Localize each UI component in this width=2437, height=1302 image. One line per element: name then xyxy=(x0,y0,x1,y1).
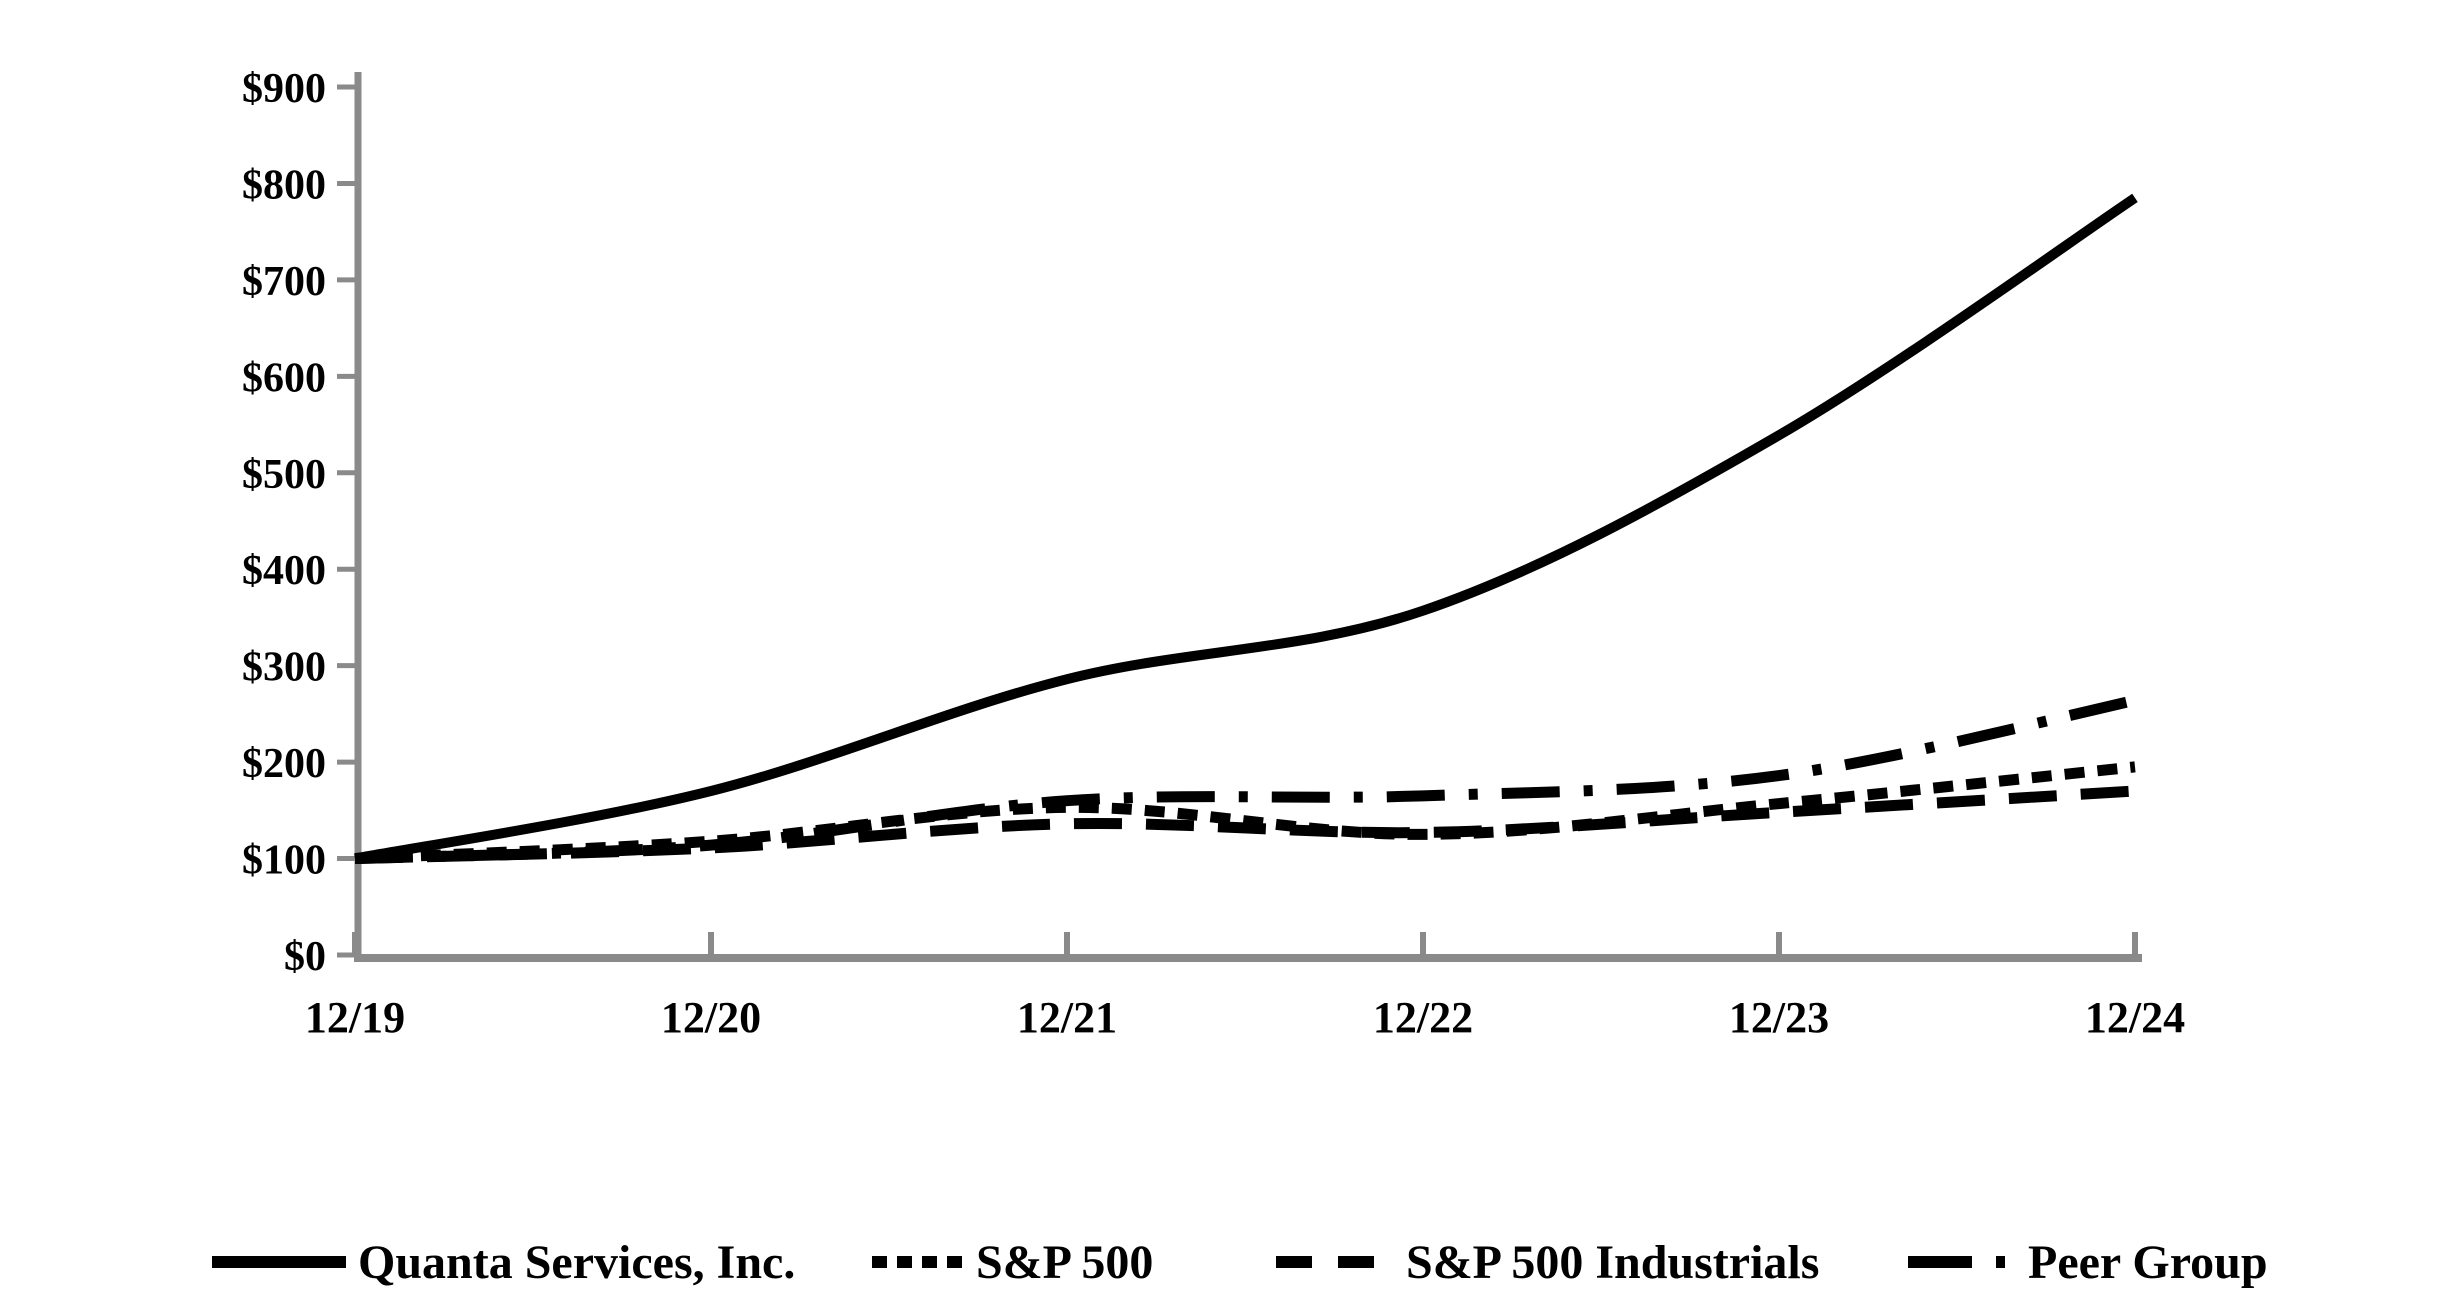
legend-label: Quanta Services, Inc. xyxy=(358,1235,796,1289)
y-axis-tick-label: $900 xyxy=(242,66,326,112)
x-axis-tick-label: 12/22 xyxy=(1373,993,1473,1042)
y-axis-tick-label: $500 xyxy=(242,452,326,498)
y-axis-tick-label: $600 xyxy=(242,355,326,401)
x-axis-tick-label: 12/23 xyxy=(1729,993,1829,1042)
series-line-3 xyxy=(354,695,2137,865)
y-axis-tick-label: $0 xyxy=(284,934,326,980)
legend-label: S&P 500 Industrials xyxy=(1406,1235,1820,1289)
legend-item-sp500-industrials: S&P 500 Industrials xyxy=(1276,1222,1819,1302)
y-axis-tick-label: $200 xyxy=(242,741,326,787)
x-axis-tick-label: 12/24 xyxy=(2085,993,2185,1042)
x-axis-tick-label: 12/21 xyxy=(1017,993,1117,1042)
legend-line-sample-solid xyxy=(212,1256,346,1268)
series-line-0 xyxy=(354,193,2138,864)
y-axis-tick-label: $700 xyxy=(242,259,326,305)
y-axis-tick-label: $400 xyxy=(242,548,326,594)
x-axis-tick-label: 12/19 xyxy=(305,993,405,1042)
chart-legend: Quanta Services, Inc. S&P 500 S&P 500 In… xyxy=(0,1222,2437,1302)
series-line-1 xyxy=(354,761,2136,865)
x-axis-tick-label: 12/20 xyxy=(661,993,761,1042)
series-line-2 xyxy=(354,785,2136,865)
legend-item-quanta: Quanta Services, Inc. xyxy=(212,1222,795,1302)
y-axis-tick-label: $100 xyxy=(242,838,326,884)
legend-line-sample-long-dash xyxy=(1276,1256,1394,1268)
legend-line-sample-short-dash xyxy=(872,1256,964,1268)
legend-item-sp500: S&P 500 xyxy=(872,1222,1153,1302)
legend-item-peer-group: Peer Group xyxy=(1908,1222,2268,1302)
legend-label: S&P 500 xyxy=(976,1235,1154,1289)
y-axis-tick-label: $800 xyxy=(242,162,326,208)
y-axis-tick-label: $300 xyxy=(242,645,326,691)
legend-line-sample-dash-dot xyxy=(1908,1256,2016,1268)
legend-label: Peer Group xyxy=(2028,1235,2268,1289)
